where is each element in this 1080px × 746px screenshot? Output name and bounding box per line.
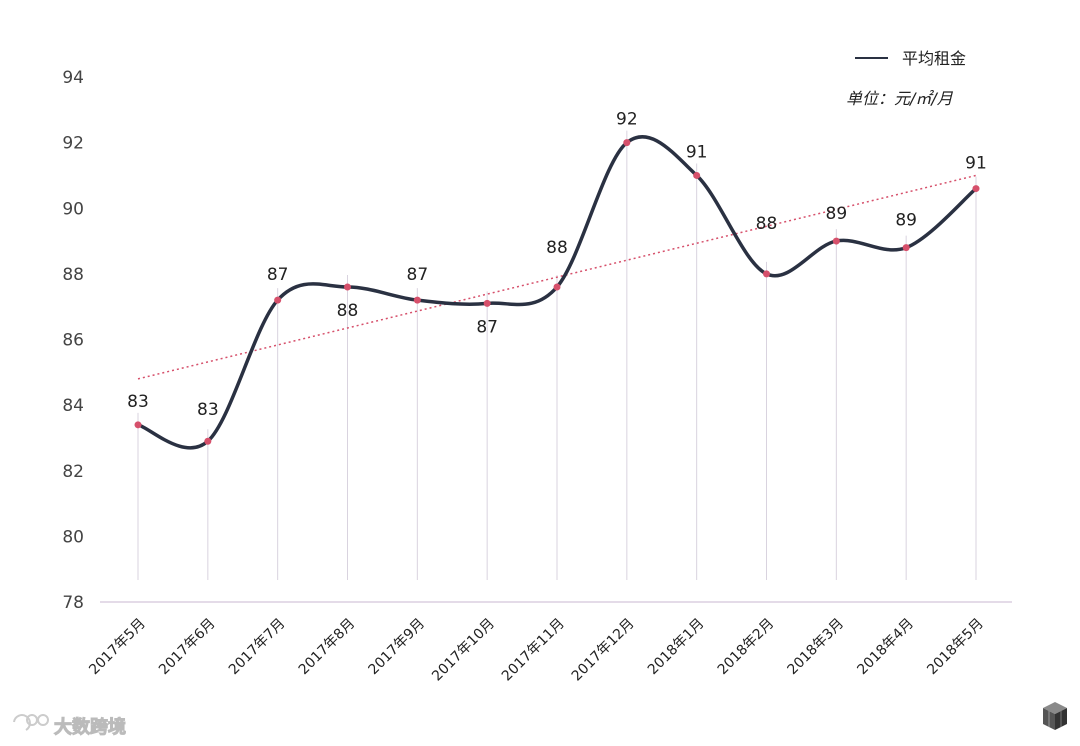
watermark: 大数跨境 (13, 702, 1067, 739)
data-label: 92 (616, 110, 638, 130)
x-tick-label: 2017年11月 (499, 616, 568, 685)
x-tick-label: 2018年2月 (715, 616, 778, 679)
data-label: 88 (337, 301, 359, 321)
x-tick-label: 2017年6月 (156, 616, 219, 679)
data-label: 89 (826, 204, 848, 224)
data-label: 87 (476, 317, 498, 337)
y-tick-label: 82 (62, 462, 84, 482)
data-point-marker (344, 283, 351, 291)
data-label: 91 (965, 154, 987, 174)
y-tick-label: 78 (62, 593, 84, 613)
x-tick-label: 2017年10月 (429, 616, 498, 685)
drop-lines (137, 130, 977, 580)
data-label: 88 (546, 238, 568, 258)
y-tick-label: 86 (62, 331, 84, 351)
data-label: 88 (756, 214, 778, 234)
data-label: 89 (895, 211, 917, 231)
data-point-marker (763, 270, 770, 278)
y-tick-label: 90 (62, 199, 84, 219)
x-tick-label: 2017年9月 (366, 616, 429, 679)
y-tick-label: 88 (62, 265, 84, 285)
data-label: 87 (267, 265, 289, 285)
data-point-marker (972, 185, 980, 193)
x-axis-ticks: 2017年5月 2017年6月 2017年7月 2017年8月 2017年9月 2017年… (86, 616, 987, 685)
x-tick-label: 2017年8月 (296, 616, 359, 679)
data-point-marker (553, 283, 561, 291)
x-tick-label: 2018年1月 (645, 616, 708, 679)
data-point-marker (204, 437, 212, 445)
data-label: 83 (127, 392, 149, 412)
y-tick-label: 80 (62, 527, 84, 547)
series-line-average-rent (137, 135, 978, 450)
y-axis-ticks: 78 80 82 84 86 88 90 92 94 (62, 68, 84, 613)
data-point-marker (413, 296, 421, 304)
data-point-marker (134, 421, 142, 429)
unit-label: 单位：元/㎡/月 (846, 89, 954, 108)
x-tick-label: 2018年4月 (854, 616, 917, 679)
data-point-marker (483, 299, 491, 307)
watermark-logo-icon (13, 714, 49, 731)
y-tick-label: 84 (62, 396, 84, 416)
legend-label: 平均租金 (902, 49, 966, 68)
data-point-marker (693, 171, 701, 179)
x-tick-label: 2017年12月 (569, 616, 638, 685)
data-label: 83 (197, 400, 219, 420)
data-point-marker (832, 237, 840, 245)
data-labels: 83 83 87 88 87 87 88 92 91 88 89 89 91 (127, 110, 987, 421)
x-tick-label: 2018年5月 (924, 616, 987, 679)
legend: 平均租金 (855, 49, 966, 68)
x-tick-label: 2017年5月 (86, 616, 149, 679)
data-point-marker (902, 244, 910, 252)
x-tick-label: 2018年3月 (785, 616, 848, 679)
data-point-marker (274, 296, 282, 304)
x-tick-label: 2017年7月 (226, 616, 289, 679)
y-tick-label: 92 (62, 134, 84, 154)
y-tick-label: 94 (62, 68, 84, 88)
trendline (137, 174, 977, 380)
data-label: 87 (407, 265, 429, 285)
watermark-text: 大数跨境 (54, 716, 126, 738)
cube-logo-icon (1043, 702, 1067, 730)
data-markers (134, 139, 980, 445)
data-label: 91 (686, 142, 708, 162)
data-point-marker (623, 139, 631, 147)
